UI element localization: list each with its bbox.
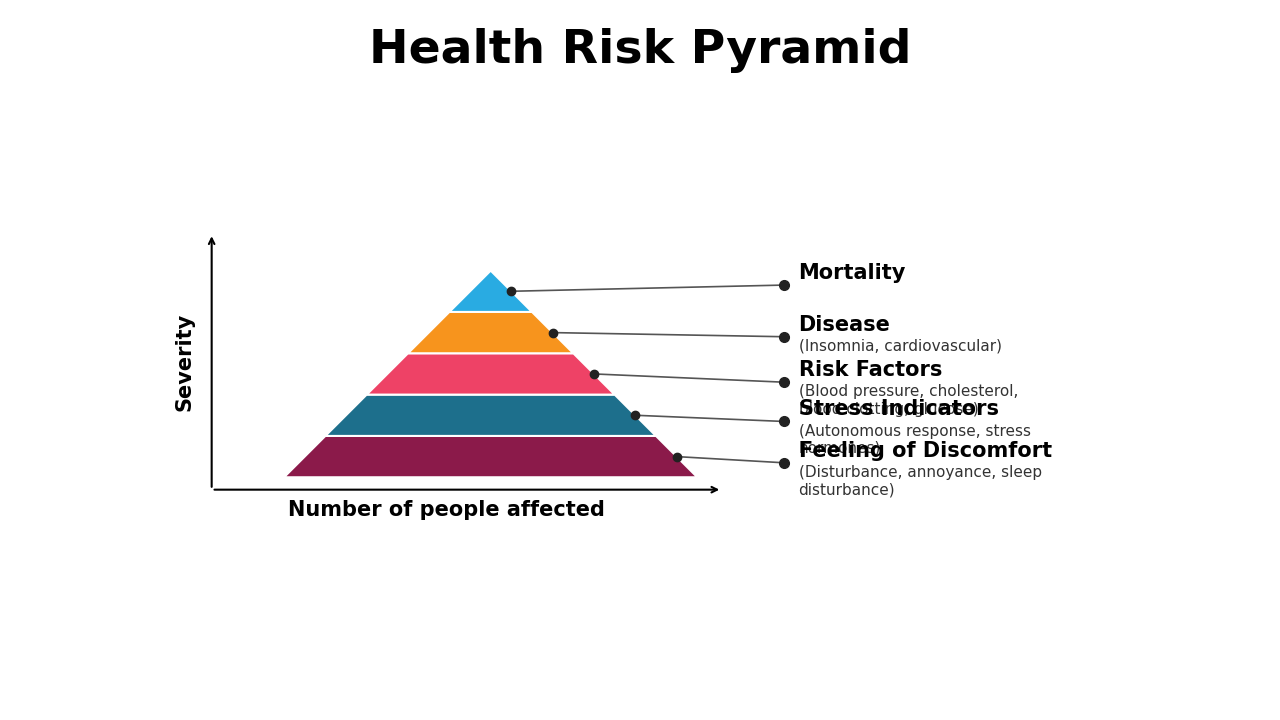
Text: Feeling of Discomfort: Feeling of Discomfort: [799, 441, 1052, 461]
Text: (Autonomous response, stress
hormones): (Autonomous response, stress hormones): [799, 423, 1030, 456]
Polygon shape: [366, 354, 614, 395]
Polygon shape: [408, 312, 573, 354]
Text: Disease: Disease: [799, 315, 891, 335]
Polygon shape: [325, 395, 657, 436]
Text: Health Risk Pyramid: Health Risk Pyramid: [369, 28, 911, 73]
Text: Stress Indicators: Stress Indicators: [799, 400, 998, 419]
Text: Mortality: Mortality: [799, 263, 906, 283]
Polygon shape: [449, 271, 532, 312]
Text: (Insomnia, cardiovascular): (Insomnia, cardiovascular): [799, 339, 1001, 354]
Text: Severity: Severity: [175, 312, 195, 410]
Text: (Disturbance, annoyance, sleep
disturbance): (Disturbance, annoyance, sleep disturban…: [799, 465, 1042, 498]
Text: (Blood pressure, cholesterol,
blood clotting, glucose): (Blood pressure, cholesterol, blood clot…: [799, 384, 1018, 417]
Text: Risk Factors: Risk Factors: [799, 360, 942, 380]
Polygon shape: [284, 436, 698, 477]
Text: Number of people affected: Number of people affected: [288, 500, 604, 521]
